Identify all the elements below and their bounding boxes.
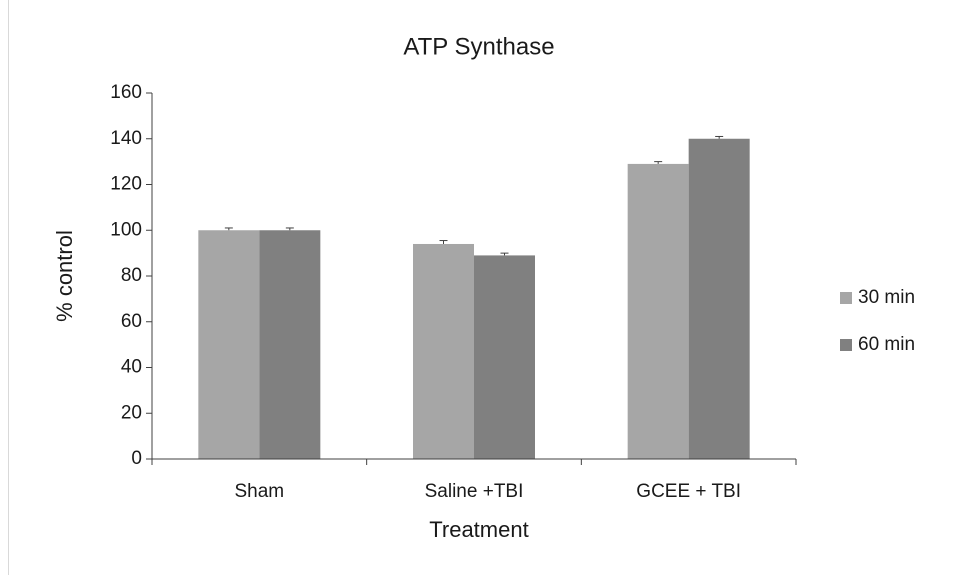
y-tick-label: 20: [121, 402, 142, 423]
x-tick-label: GCEE + TBI: [636, 481, 741, 502]
y-tick-label: 80: [121, 265, 142, 286]
y-tick-label: 120: [110, 174, 142, 195]
y-tick-label: 160: [110, 82, 142, 103]
legend-swatch: [840, 339, 852, 351]
bar: [627, 163, 689, 459]
x-tick-label: Saline +TBI: [425, 481, 524, 502]
y-tick-label: 40: [121, 357, 142, 378]
y-tick-label: 60: [121, 311, 142, 332]
y-tick-label: 140: [110, 128, 142, 149]
y-axis-title: % control: [52, 230, 77, 322]
y-tick-label: 100: [110, 219, 142, 240]
legend-label: 60 min: [858, 334, 915, 355]
x-tick-label: Sham: [235, 481, 285, 502]
bar: [474, 255, 535, 459]
legend-label: 30 min: [858, 287, 915, 308]
bar: [198, 230, 260, 459]
bar: [688, 138, 750, 459]
chart-title: ATP Synthase: [403, 33, 554, 60]
bar: [413, 243, 474, 459]
y-tick-label: 0: [131, 448, 142, 469]
bar: [259, 230, 321, 459]
x-axis-title: Treatment: [429, 517, 528, 542]
legend-swatch: [840, 292, 852, 304]
